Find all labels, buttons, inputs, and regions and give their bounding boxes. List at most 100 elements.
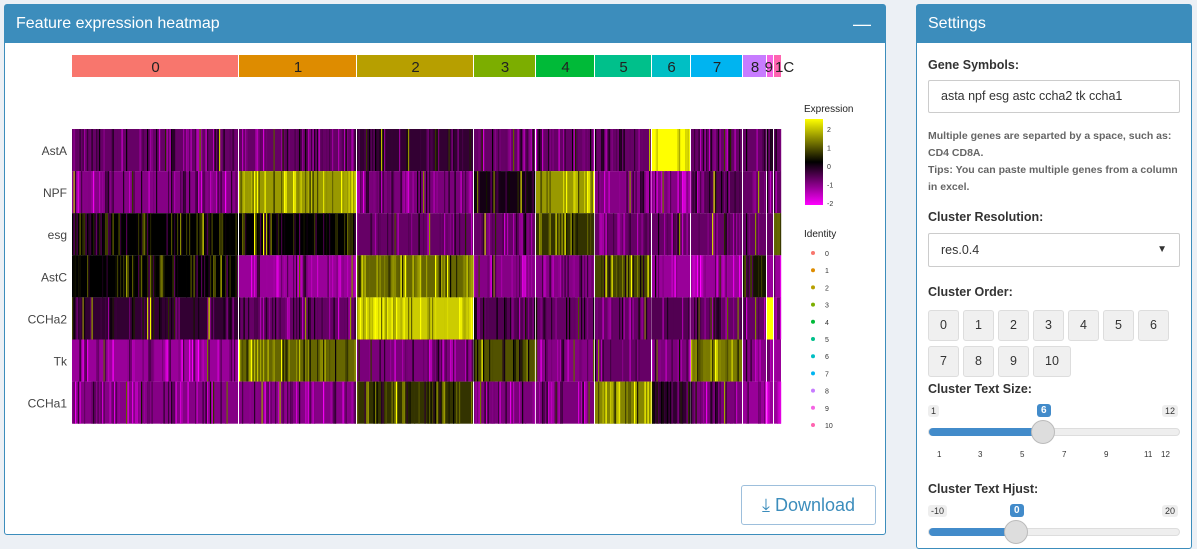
settings-header: Settings — [917, 5, 1191, 43]
heatmap-cell-CCHa2-2 — [357, 297, 473, 340]
download-button[interactable]: ⤓ Download — [741, 485, 876, 525]
heatmap-cell-CCHa2-8 — [743, 297, 766, 340]
slider-handle[interactable] — [1004, 520, 1028, 544]
slider-tick-label: 1 — [937, 450, 942, 459]
cluster-text-hjust-label: Cluster Text Hjust: — [928, 482, 1039, 496]
identity-dot — [811, 302, 815, 307]
cluster-bar-7 — [691, 55, 742, 77]
heatmap-cell-Tk-6 — [652, 339, 691, 382]
expression-legend-title: Expression — [804, 104, 853, 115]
cluster-resolution-select[interactable]: res.0.4 ▼ — [928, 233, 1180, 267]
cluster-order-item[interactable]: 9 — [998, 346, 1029, 377]
heatmap-cell-esg-7 — [691, 213, 742, 256]
heatmap-cell-CCHa1-3 — [474, 381, 536, 424]
cluster-order-item[interactable]: 8 — [963, 346, 994, 377]
heatmap-cell-NPF-9 — [767, 171, 773, 214]
slider-tick-label: 9 — [1104, 450, 1109, 459]
heatmap-cell-NPF-4 — [536, 171, 595, 214]
identity-label: 9 — [825, 406, 829, 413]
heatmap-cell-Tk-2 — [357, 339, 474, 382]
cluster-order-item[interactable]: 7 — [928, 346, 959, 377]
cluster-text-hjust-slider[interactable] — [928, 520, 1180, 544]
expression-tick: 1 — [827, 146, 831, 153]
panel-title: Feature expression heatmap — [16, 15, 220, 32]
heatmap-cell-AstC-0 — [72, 255, 239, 298]
heatmap-chart: 0 1 2 3 4 5 6 7 8 9 1CAstANPFesgAstCCCHa2TkCCHa1Ex… — [28, 55, 853, 430]
cluster-order-item[interactable]: 6 — [1138, 310, 1169, 341]
heatmap-cell-AstA-5 — [595, 129, 651, 172]
slider-tick-label: 7 — [1062, 450, 1067, 459]
heatmap-cell-Tk-1 — [239, 339, 356, 382]
identity-label: 0 — [825, 251, 829, 258]
cluster-bar-9 — [767, 55, 773, 77]
identity-dot — [811, 268, 815, 273]
heatmap-cell-AstC-1 — [239, 255, 356, 298]
identity-dot — [811, 423, 815, 427]
help-text-2: Tips: You can paste multiple genes from … — [928, 164, 1178, 193]
identity-label: 7 — [825, 371, 829, 378]
heatmap-cell-esg-5 — [595, 213, 651, 256]
cluster-bar-10 — [774, 55, 781, 77]
heatmap-cell-NPF-0 — [72, 171, 238, 214]
identity-label: 4 — [825, 320, 829, 327]
gene-label: Tk — [54, 355, 68, 369]
heatmap-cell-AstA-4 — [536, 129, 595, 172]
identity-label: 2 — [825, 285, 829, 292]
panel-header: Feature expression heatmap — — [5, 5, 885, 43]
cluster-label: 2 — [411, 59, 419, 76]
slider-value: 6 — [1037, 404, 1051, 417]
cluster-bar-4 — [536, 55, 594, 77]
heatmap-cell-AstC-5 — [595, 255, 651, 298]
gene-symbols-input[interactable]: asta npf esg astc ccha2 tk ccha1 — [928, 80, 1180, 113]
heatmap-cell-AstC-4 — [536, 255, 594, 298]
minus-icon[interactable]: — — [853, 14, 871, 34]
heatmap-cell-AstA-3 — [474, 129, 535, 172]
heatmap-cell-Tk-10 — [774, 339, 781, 382]
cluster-order-item[interactable]: 5 — [1103, 310, 1134, 341]
heatmap-cell-CCHa1-7 — [691, 381, 742, 424]
cluster-label: 4 — [561, 59, 569, 76]
heatmap-cell-CCHa2-1 — [239, 297, 356, 340]
heatmap-cell-CCHa1-1 — [239, 381, 356, 424]
cluster-label: 1C — [775, 59, 794, 76]
slider-handle[interactable] — [1031, 420, 1055, 444]
slider-max: 12 — [1162, 405, 1179, 417]
heatmap-cell-NPF-6 — [652, 171, 691, 214]
cluster-order-item[interactable]: 2 — [998, 310, 1029, 341]
heatmap-cell-Tk-9 — [767, 339, 773, 382]
heatmap-cell-CCHa1-4 — [536, 381, 594, 424]
cluster-order-item[interactable]: 4 — [1068, 310, 1099, 341]
heatmap-cell-Tk-0 — [72, 339, 238, 382]
cluster-label: 7 — [713, 59, 721, 76]
slider-min: 1 — [928, 405, 940, 417]
cluster-label: 3 — [501, 59, 509, 76]
cluster-order-item[interactable]: 1 — [963, 310, 994, 341]
heatmap-cell-AstA-2 — [357, 129, 473, 172]
cluster-text-size-slider[interactable] — [928, 420, 1180, 444]
heatmap-cell-Tk-7 — [691, 339, 742, 382]
cluster-order-item[interactable]: 0 — [928, 310, 959, 341]
heatmap-cell-AstC-3 — [474, 255, 535, 298]
heatmap-cell-CCHa2-10 — [774, 297, 782, 340]
heatmap-cell-Tk-4 — [536, 339, 595, 382]
slider-min: -10 — [928, 505, 948, 517]
cluster-bar-0 — [72, 55, 238, 77]
heatmap-cell-esg-1 — [239, 213, 356, 256]
identity-dot — [811, 405, 815, 410]
heatmap-cell-Tk-8 — [743, 339, 766, 382]
heatmap-cell-NPF-3 — [474, 171, 536, 214]
heatmap-cell-AstA-9 — [767, 129, 773, 172]
gene-label: CCHa2 — [28, 312, 68, 326]
identity-dot — [811, 285, 815, 290]
heatmap-cell-AstA-7 — [691, 129, 742, 172]
cluster-resolution-label: Cluster Resolution: — [928, 210, 1044, 224]
identity-label: 6 — [825, 354, 829, 361]
heatmap-cell-AstC-8 — [743, 255, 766, 298]
cluster-order-item[interactable]: 3 — [1033, 310, 1064, 341]
slider-tick-label: 5 — [1020, 450, 1025, 459]
heatmap-cell-NPF-5 — [595, 171, 652, 214]
cluster-order-item[interactable]: 10 — [1033, 346, 1071, 377]
slider-tick-label: 12 — [1161, 450, 1170, 459]
download-icon: ⤓ — [761, 495, 770, 515]
gene-label: CCHa1 — [28, 397, 68, 411]
